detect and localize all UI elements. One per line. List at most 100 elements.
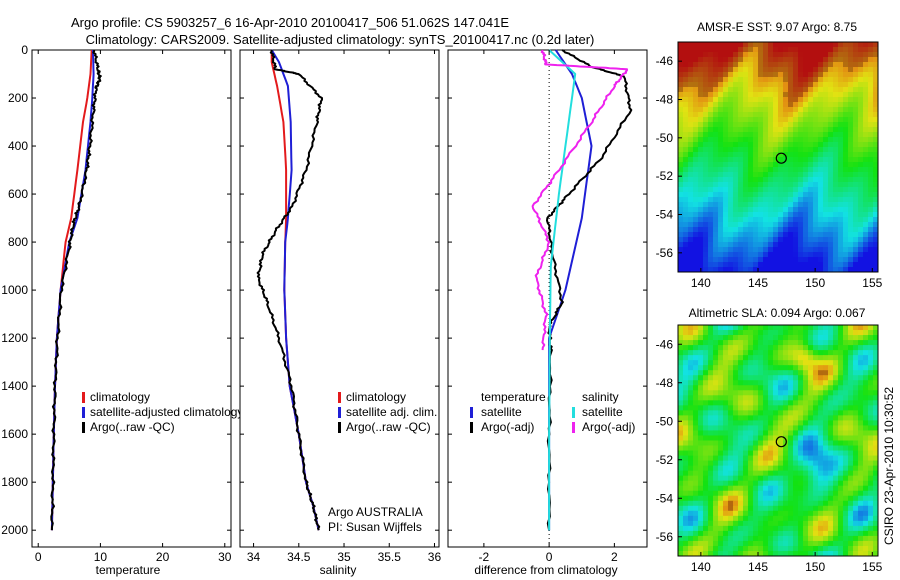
map-cell [783, 232, 789, 238]
map-cell [798, 460, 804, 467]
map-cell [838, 107, 844, 113]
map-cell [718, 157, 724, 163]
map-cell [763, 182, 769, 188]
map-cell [838, 97, 844, 103]
map-cell [693, 47, 699, 53]
map-cell [788, 455, 794, 461]
map-cell [833, 72, 839, 78]
map-cell [858, 127, 864, 133]
map-cell [848, 162, 854, 168]
map-cell [688, 370, 694, 376]
map-cell [708, 167, 714, 173]
map-cell [818, 227, 824, 233]
map-cell [858, 117, 864, 123]
map-cell [778, 262, 784, 268]
map-cell [698, 207, 704, 213]
map-cell [793, 242, 799, 248]
map-cell [708, 127, 714, 133]
map-cell [853, 197, 859, 203]
map-cell [703, 480, 709, 487]
map-cell [693, 410, 699, 416]
map-cell [838, 132, 844, 138]
map-cell [678, 360, 684, 366]
map-cell [793, 227, 799, 233]
map-cell [868, 520, 874, 527]
map-cell [818, 177, 824, 183]
map-cell [848, 330, 854, 336]
map-cell [758, 330, 764, 336]
map-cell [848, 57, 854, 63]
map-cell [853, 152, 859, 158]
map-cell [823, 267, 829, 273]
map-cell [713, 390, 719, 396]
map-cell [853, 112, 859, 118]
map-cell [858, 42, 864, 48]
map-cell [868, 227, 874, 233]
map-cell [773, 82, 779, 88]
map-cell [713, 62, 719, 68]
map-cell [693, 137, 699, 143]
map-cell [738, 72, 744, 78]
map-cell [798, 227, 804, 233]
map-cell [723, 187, 729, 193]
map-cell [863, 57, 869, 63]
map-cell [773, 510, 779, 517]
map-cell [703, 197, 709, 203]
map-cell [863, 87, 869, 93]
map-cell [823, 390, 829, 396]
map-cell [693, 370, 699, 376]
map-cell [773, 137, 779, 143]
map-cell [723, 385, 729, 391]
map-cell [838, 72, 844, 78]
map-cell [843, 510, 849, 517]
map-cell [808, 450, 814, 456]
map-cell [833, 360, 839, 366]
map-cell [678, 117, 684, 123]
map-cell [868, 132, 874, 138]
map-cell [703, 137, 709, 143]
map-cell [678, 52, 684, 58]
map-cell [678, 82, 684, 88]
map-cell [853, 157, 859, 163]
map-cell [728, 42, 734, 48]
map-cell [803, 360, 809, 366]
map-cell [783, 192, 789, 198]
map-cell [693, 495, 699, 502]
map-cell [723, 450, 729, 456]
map-cell [738, 107, 744, 113]
map-cell [808, 117, 814, 123]
map-cell [873, 97, 879, 103]
map-cell [678, 247, 684, 253]
legend-label-sal-satellite: satellite [582, 405, 623, 419]
map-cell [703, 227, 709, 233]
map-cell [718, 87, 724, 93]
map-cell [748, 465, 754, 472]
map-cell [873, 510, 879, 517]
map-cell [738, 375, 744, 381]
map-cell [858, 445, 864, 451]
map-cell [758, 405, 764, 411]
map-cell [818, 505, 824, 512]
map-cell [773, 535, 779, 542]
map-cell [783, 340, 789, 346]
map-cell [778, 207, 784, 213]
map-cell [823, 72, 829, 78]
map-cell [813, 505, 819, 512]
map-cell [828, 182, 834, 188]
map-cell [698, 232, 704, 238]
map-cell [693, 465, 699, 472]
map-cell [738, 222, 744, 228]
map-cell [838, 435, 844, 441]
map-cell [853, 360, 859, 366]
map-cell [758, 112, 764, 118]
map-cell [863, 97, 869, 103]
map-cell [803, 267, 809, 273]
map-cell [853, 495, 859, 502]
map-cell [863, 142, 869, 148]
map-cell [738, 217, 744, 223]
map-cell [713, 480, 719, 487]
map-cell [718, 212, 724, 218]
map-cell [728, 430, 734, 436]
y-tick-label: 600 [8, 187, 28, 201]
map-cell [788, 410, 794, 416]
